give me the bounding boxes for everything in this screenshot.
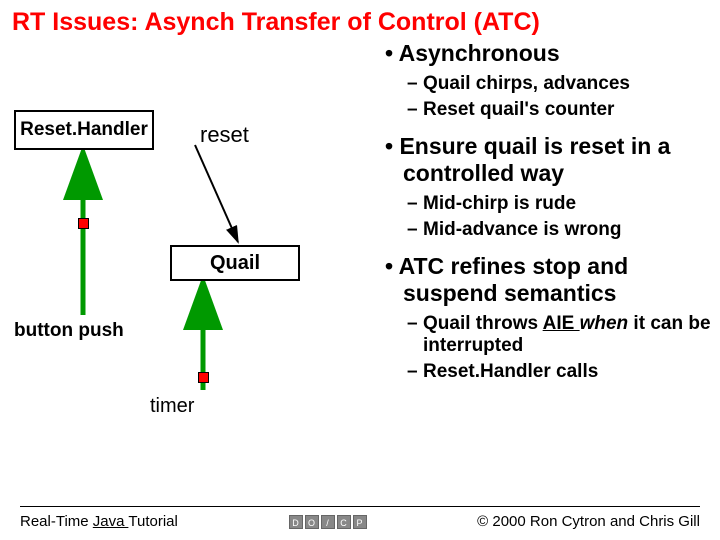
footer: Real-Time Java Tutorial DO/CP 2000 Ron C… xyxy=(20,506,700,530)
quail-label: Quail xyxy=(210,252,260,275)
bullet-level2: – Reset.Handler calls xyxy=(385,361,715,383)
bullet-level1: • ATC refines stop and suspend semantics xyxy=(385,253,715,307)
bullet-level1: • Asynchronous xyxy=(385,40,715,67)
logo-cell: P xyxy=(353,515,367,529)
marker-bottom xyxy=(198,372,209,383)
marker-top xyxy=(78,218,89,229)
bullet-list: • Asynchronous – Quail chirps, advances – … xyxy=(385,40,715,387)
quail-box: Quail xyxy=(170,245,300,281)
logo-cell: C xyxy=(337,515,351,529)
bullet-level2: – Reset quail's counter xyxy=(385,99,715,121)
bullet-level2: – Quail throws AIE when it can be interr… xyxy=(385,313,715,357)
reset-label: reset xyxy=(200,122,249,148)
logo-cell: O xyxy=(305,515,319,529)
bullet-level2: – Mid-advance is wrong xyxy=(385,219,715,241)
logo-cell: / xyxy=(321,515,335,529)
reset-arrow xyxy=(195,145,238,242)
bullet-level2: – Quail chirps, advances xyxy=(385,73,715,95)
timer-label: timer xyxy=(150,395,194,418)
reset-handler-label: Reset.Handler xyxy=(20,119,148,141)
bullet-level2: – Mid-chirp is rude xyxy=(385,193,715,215)
reset-handler-box: Reset.Handler xyxy=(14,110,154,150)
slide-title: RT Issues: Asynch Transfer of Control (A… xyxy=(0,0,720,37)
button-push-label: button push xyxy=(14,320,124,342)
bullet-level1: • Ensure quail is reset in a controlled … xyxy=(385,133,715,187)
footer-right: 2000 Ron Cytron and Chris Gill xyxy=(477,513,700,530)
logo-cell: D xyxy=(289,515,303,529)
diagram-area: Reset.Handler Quail reset button push ti… xyxy=(0,50,380,490)
footer-left: Real-Time Java Tutorial xyxy=(20,513,178,530)
footer-logo: DO/CP xyxy=(289,515,367,529)
